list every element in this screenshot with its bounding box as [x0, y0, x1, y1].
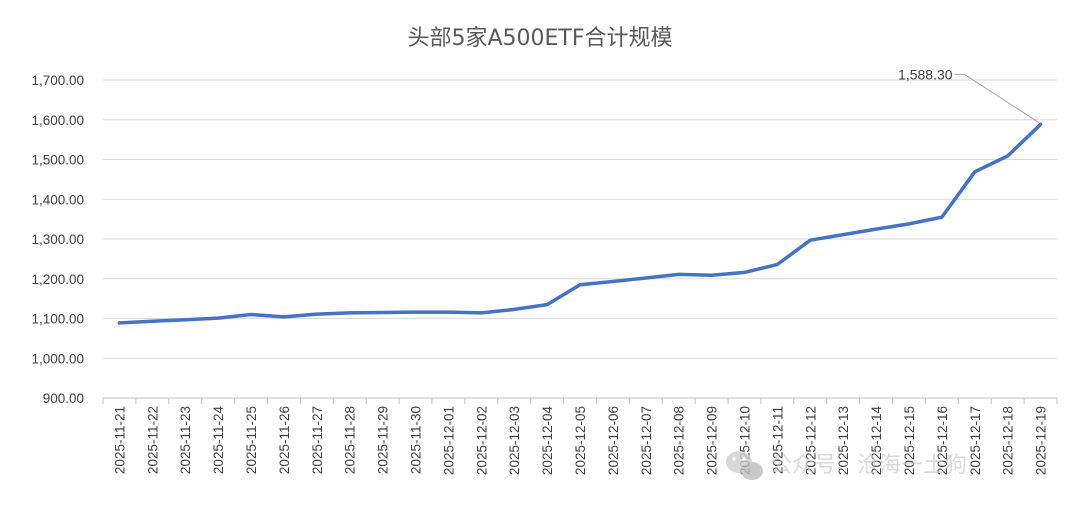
x-tick-label: 2025-12-07 — [639, 406, 654, 475]
x-tick-label: 2025-12-04 — [540, 406, 555, 476]
y-tick-label: 1,000.00 — [31, 351, 84, 366]
x-tick-label: 2025-12-06 — [606, 406, 621, 475]
x-tick-label: 2025-12-19 — [1034, 406, 1049, 475]
y-tick-label: 1,200.00 — [31, 272, 84, 287]
x-tick-label: 2025-12-05 — [573, 406, 588, 475]
watermark-text: 公众号 · 沧海一土狗 — [770, 453, 967, 478]
y-axis-tick-labels: 900.00 1,000.00 1,100.00 1,200.00 1,300.00 1,… — [31, 73, 84, 406]
x-tick-label: 2025-12-12 — [803, 406, 818, 475]
x-tick-label: 2025-12-02 — [474, 406, 489, 475]
x-tick-label: 2025-11-25 — [244, 406, 259, 474]
x-tick-label: 2025-11-29 — [376, 406, 391, 474]
x-tick-label: 2025-12-01 — [441, 406, 456, 475]
series-line-path — [117, 122, 1043, 325]
series-line — [117, 122, 1043, 325]
watermark: 公众号 · 沧海一土狗 — [726, 451, 967, 480]
gridlines — [103, 79, 1057, 399]
x-tick-label: 2025-12-13 — [836, 406, 851, 475]
x-tick-label: 2025-12-18 — [1001, 406, 1016, 475]
x-tick-label: 2025-12-03 — [507, 406, 522, 475]
x-axis-tick-labels: 2025-11-21 2025-11-22 2025-11-23 2025-11-24… — [102, 397, 1058, 476]
y-tick-label: 1,500.00 — [31, 153, 84, 168]
y-tick-label: 1,300.00 — [31, 232, 84, 247]
x-tick-label: 2025-12-17 — [968, 406, 983, 475]
wechat-icon — [726, 451, 763, 480]
chart-title: 头部5家A500ETF合计规模 — [407, 26, 672, 51]
y-tick-label: 900.00 — [43, 391, 84, 406]
x-tick-label: 2025-11-23 — [178, 406, 193, 474]
x-tick-label: 2025-12-16 — [935, 406, 950, 475]
y-tick-label: 1,100.00 — [31, 312, 84, 327]
x-tick-label: 2025-11-21 — [112, 406, 127, 474]
x-tick-label: 2025-12-14 — [869, 406, 884, 476]
x-tick-label: 2025-11-24 — [211, 406, 226, 475]
x-tick-label: 2025-11-22 — [145, 406, 160, 474]
data-label: 1,588.30 — [898, 66, 953, 82]
x-tick-label: 2025-12-15 — [902, 406, 917, 475]
x-tick-label: 2025-11-30 — [409, 406, 424, 474]
y-tick-label: 1,400.00 — [31, 192, 84, 207]
x-tick-label: 2025-12-08 — [672, 406, 687, 475]
x-tick-label: 2025-12-09 — [705, 406, 720, 475]
y-tick-label: 1,600.00 — [31, 113, 84, 128]
y-tick-label: 1,700.00 — [31, 73, 84, 88]
annotations: 1,588.30 — [898, 66, 1039, 123]
x-tick-label: 2025-11-28 — [343, 406, 358, 474]
x-tick-label: 2025-11-26 — [277, 406, 292, 474]
x-tick-label: 2025-11-27 — [310, 406, 325, 474]
x-tick-label: 2025-12-11 — [770, 406, 785, 474]
callout-leader-line — [954, 73, 1039, 123]
